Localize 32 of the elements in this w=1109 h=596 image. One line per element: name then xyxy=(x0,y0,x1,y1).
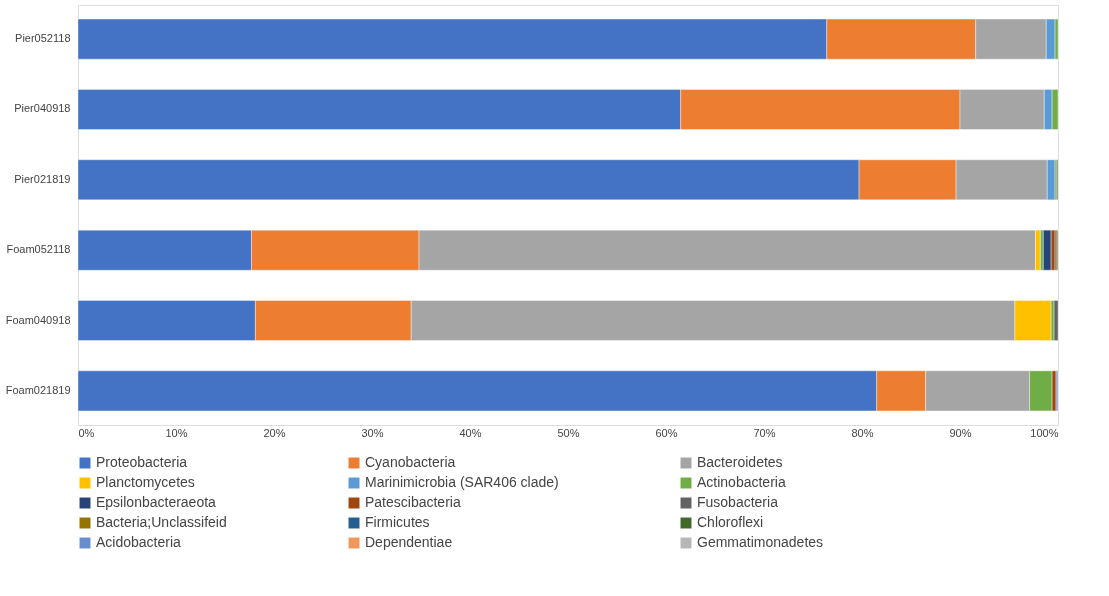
legend-label: Planctomycetes xyxy=(96,474,195,490)
y-tick-label: Pier040918 xyxy=(14,102,71,115)
x-tick-label: 20% xyxy=(263,426,286,439)
x-tick-label: 30% xyxy=(361,426,384,439)
legend-label: Proteobacteria xyxy=(96,454,188,470)
y-tick-label: Foam040918 xyxy=(5,313,71,326)
legend-label: Gemmatimonadetes xyxy=(697,534,824,550)
x-tick-label: 10% xyxy=(165,426,188,439)
legend-label: Firmicutes xyxy=(365,514,430,530)
legend-label: Actinobacteria xyxy=(697,474,786,490)
legend-label: Patescibacteria xyxy=(365,494,461,510)
legend-label: Cyanobacteria xyxy=(365,454,456,470)
x-tick-label: 40% xyxy=(459,426,482,439)
y-tick-label: Foam052118 xyxy=(6,243,71,256)
legend-label: Dependentiae xyxy=(365,534,453,550)
legend-label: Epsilonbacteraeota xyxy=(96,494,217,510)
x-tick-label: 50% xyxy=(557,426,580,439)
legend-label: Acidobacteria xyxy=(96,534,182,550)
legend-label: Chloroflexi xyxy=(697,514,764,530)
legend-label: Bacteroidetes xyxy=(697,454,783,470)
x-tick-label: 60% xyxy=(655,426,678,439)
y-tick-label: Pier052118 xyxy=(15,32,71,45)
legend-label: Fusobacteria xyxy=(697,494,779,510)
y-tick-label: Foam021819 xyxy=(5,383,71,396)
x-tick-label: 80% xyxy=(851,426,874,439)
x-tick-label: 90% xyxy=(949,426,972,439)
x-tick-label: 70% xyxy=(753,426,776,439)
x-tick-label: 100% xyxy=(1030,426,1059,439)
legend-label: Marinimicrobia (SAR406 clade) xyxy=(365,474,559,490)
y-tick-label: Pier021819 xyxy=(14,172,71,185)
legend-label: Bacteria;Unclassifeid xyxy=(96,514,227,530)
x-tick-label: 0% xyxy=(78,426,95,439)
